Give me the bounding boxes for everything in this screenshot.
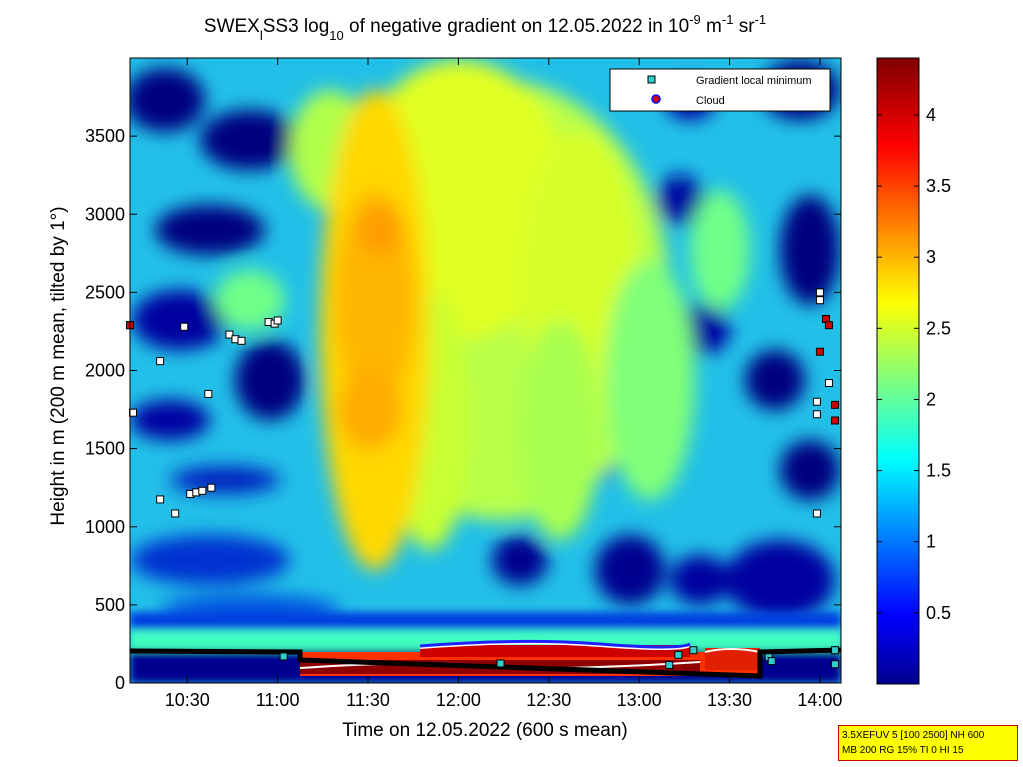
- gradient-min-point: [812, 410, 821, 419]
- gradient-min-point: [273, 316, 282, 325]
- gradient-min-point: [496, 659, 505, 668]
- legend: Gradient local minimum Cloud: [609, 68, 831, 112]
- x-tick-label: 11:30: [346, 690, 390, 710]
- x-axis: 10:30 11:00 11:30 12:00 12:30 13:00 13:30 14:00: [165, 58, 842, 710]
- y-tick-label: 0: [115, 673, 125, 693]
- gradient-min-point: [129, 408, 138, 417]
- gradient-min-point: [674, 650, 683, 659]
- colorbar-tick-label: 3: [926, 247, 936, 267]
- gradient-min-point: [180, 322, 189, 331]
- heatmap-field: [130, 58, 841, 683]
- y-tick-label: 2000: [85, 361, 125, 381]
- cloud-point: [830, 416, 839, 425]
- colorbar: 0.5 1 1.5 2 2.5 3 3.5 4: [876, 57, 951, 685]
- gradient-min-point: [815, 288, 824, 297]
- x-tick-label: 12:30: [526, 690, 571, 710]
- y-axis: 0 500 1000 1500 2000 2500 3000 3500: [85, 126, 841, 693]
- gradient-min-point: [830, 646, 839, 655]
- cloud-point: [815, 347, 824, 356]
- chart-title: SWEXlSS3 log10 of negative gradient on 1…: [204, 12, 766, 43]
- gradient-min-point: [171, 509, 180, 518]
- cloud-point: [824, 321, 833, 330]
- colorbar-tick-label: 3.5: [926, 176, 951, 196]
- colorbar-tick-label: 4: [926, 105, 936, 125]
- gradient-min-point: [815, 296, 824, 305]
- y-tick-label: 1000: [85, 517, 125, 537]
- info-line-2: MB 200 RG 15% TI 0 HI 15: [842, 745, 964, 756]
- info-line-1: 3.5XEFUV 5 [100 2500] NH 600: [842, 730, 985, 741]
- gradient-min-point: [198, 486, 207, 495]
- colorbar-ticks: 0.5 1 1.5 2 2.5 3 3.5 4: [877, 105, 951, 623]
- colorbar-gradient: [876, 57, 920, 685]
- gradient-min-point: [156, 357, 165, 366]
- legend-box: [609, 68, 831, 112]
- colorbar-tick-label: 1: [926, 532, 936, 552]
- gradient-min-point: [225, 330, 234, 339]
- gradient-min-point: [665, 661, 674, 670]
- gradient-min-point: [207, 483, 216, 492]
- colorbar-tick-label: 0.5: [926, 603, 951, 623]
- y-tick-label: 3000: [85, 204, 125, 224]
- colorbar-tick-label: 1.5: [926, 461, 951, 481]
- y-tick-label: 500: [95, 595, 125, 615]
- gradient-min-point: [237, 336, 246, 345]
- x-tick-label: 11:00: [256, 690, 300, 710]
- gradient-min-point: [824, 379, 833, 387]
- y-tick-label: 2500: [85, 282, 125, 302]
- gradient-min-point: [830, 660, 839, 669]
- gradient-min-point: [204, 389, 213, 398]
- info-box: 3.5XEFUV 5 [100 2500] NH 600 MB 200 RG 1…: [838, 725, 1018, 761]
- legend-marker-gradient-min: [647, 75, 656, 84]
- y-axis-label: Height in m (200 m mean, tilted by 1°): [48, 206, 69, 525]
- cloud-point: [830, 400, 839, 409]
- gradient-min-point: [279, 652, 288, 661]
- x-tick-label: 13:00: [617, 690, 662, 710]
- x-tick-label: 13:30: [707, 690, 752, 710]
- x-tick-label: 12:00: [436, 690, 481, 710]
- gradient-min-point: [767, 657, 776, 666]
- y-tick-label: 1500: [85, 439, 125, 459]
- x-tick-label: 10:30: [165, 690, 210, 710]
- colorbar-tick-label: 2: [926, 389, 936, 409]
- gradient-min-point: [156, 495, 165, 504]
- legend-label-gradient-min: Gradient local minimum: [696, 75, 812, 87]
- x-axis-label: Time on 12.05.2022 (600 s mean): [342, 720, 628, 741]
- legend-label-cloud: Cloud: [696, 95, 725, 107]
- gradient-min-point: [812, 509, 821, 518]
- gradient-min-point: [689, 646, 698, 655]
- x-tick-label: 14:00: [797, 690, 842, 710]
- y-tick-label: 3500: [85, 126, 125, 146]
- legend-marker-cloud: [651, 94, 661, 104]
- colorbar-tick-label: 2.5: [926, 318, 951, 338]
- gradient-min-point: [812, 397, 821, 406]
